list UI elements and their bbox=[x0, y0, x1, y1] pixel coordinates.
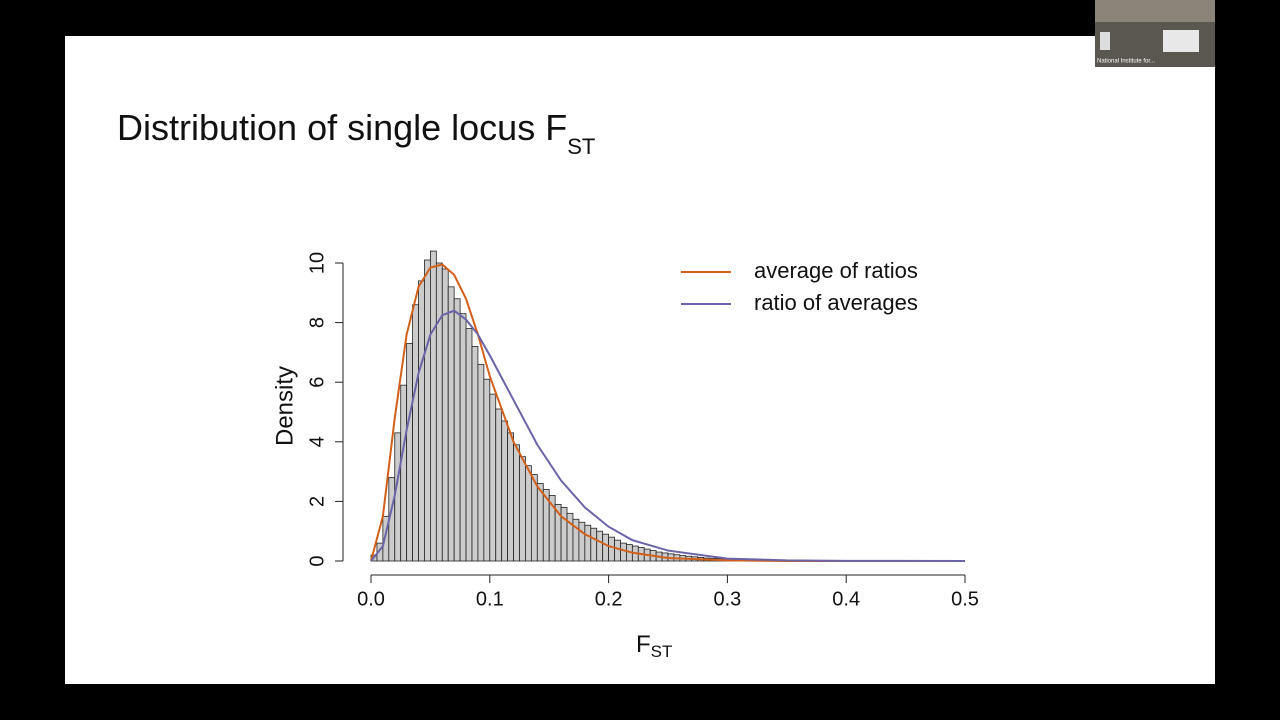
histogram-bar bbox=[465, 328, 473, 562]
plot: average of ratios ratio of averages 0.0 0.1… bbox=[271, 250, 979, 661]
slide bbox=[65, 36, 1215, 684]
x-tick-label: 0.2 bbox=[595, 588, 623, 610]
histogram-bar bbox=[590, 527, 598, 562]
histogram-bar bbox=[400, 384, 408, 562]
histogram-bar bbox=[394, 432, 402, 562]
histogram-bar bbox=[608, 536, 615, 562]
histogram-bar bbox=[519, 456, 526, 562]
histogram-bar bbox=[406, 343, 413, 562]
histogram-bar bbox=[453, 298, 461, 562]
x-tick-label: 0.4 bbox=[832, 588, 860, 610]
histogram-bar bbox=[471, 346, 479, 562]
webcam-screen bbox=[1163, 30, 1199, 52]
histogram-bar bbox=[620, 542, 627, 562]
histogram-bar bbox=[477, 363, 485, 562]
histogram-bar bbox=[459, 313, 467, 562]
slide-title: Distribution of single locus FST bbox=[117, 107, 595, 159]
webcam-screen bbox=[1100, 32, 1110, 50]
histogram-bar bbox=[614, 539, 621, 562]
histogram-bar bbox=[525, 465, 532, 562]
y-tick-label: 10 bbox=[306, 252, 328, 274]
y-tick-label: 0 bbox=[306, 555, 328, 566]
histogram-bar bbox=[530, 474, 538, 562]
y-axis-label: Density bbox=[271, 366, 298, 446]
slide-title-sub: ST bbox=[567, 134, 595, 159]
curve bbox=[370, 263, 965, 562]
y-tick-label: 8 bbox=[306, 317, 328, 328]
histogram-bar bbox=[602, 533, 609, 562]
histogram-bar bbox=[447, 286, 455, 562]
histogram-bar bbox=[418, 280, 425, 562]
histogram-bar bbox=[596, 530, 604, 562]
x-tick-label: 0.5 bbox=[951, 588, 979, 610]
histogram-bar bbox=[495, 408, 503, 562]
webcam-ceiling bbox=[1095, 0, 1215, 22]
histogram-bar bbox=[424, 259, 431, 562]
histogram-bar bbox=[584, 524, 592, 562]
slide-title-main: Distribution of single locus F bbox=[117, 107, 567, 148]
histogram-bar bbox=[483, 378, 491, 562]
y-tick-label: 4 bbox=[306, 436, 328, 447]
histogram-bar bbox=[429, 250, 437, 562]
histogram-bar bbox=[536, 483, 544, 562]
x-tick-label: 0.0 bbox=[357, 588, 385, 610]
legend-label: ratio of averages bbox=[754, 290, 918, 315]
y-tick-label: 6 bbox=[306, 377, 328, 388]
histogram-bar bbox=[501, 420, 509, 562]
webcam: National Institute for... bbox=[1095, 0, 1215, 67]
x-axis-label: FST bbox=[636, 631, 672, 661]
x-axis-label-main: F bbox=[636, 631, 651, 658]
histogram-bar bbox=[489, 393, 497, 562]
webcam-caption: National Institute for... bbox=[1097, 59, 1155, 65]
histogram-bar bbox=[513, 444, 520, 562]
legend-label: average of ratios bbox=[754, 258, 918, 283]
curve bbox=[370, 309, 966, 562]
histogram-bar bbox=[578, 521, 586, 562]
histogram-bar bbox=[560, 506, 568, 562]
x-tick-label: 0.1 bbox=[476, 588, 504, 610]
histogram-bar bbox=[507, 432, 514, 562]
histogram-bar bbox=[435, 262, 443, 562]
x-tick-label: 0.3 bbox=[713, 588, 741, 610]
y-tick-label: 2 bbox=[306, 496, 328, 507]
histogram-bar bbox=[412, 304, 419, 562]
x-axis-label-sub: ST bbox=[651, 642, 673, 661]
